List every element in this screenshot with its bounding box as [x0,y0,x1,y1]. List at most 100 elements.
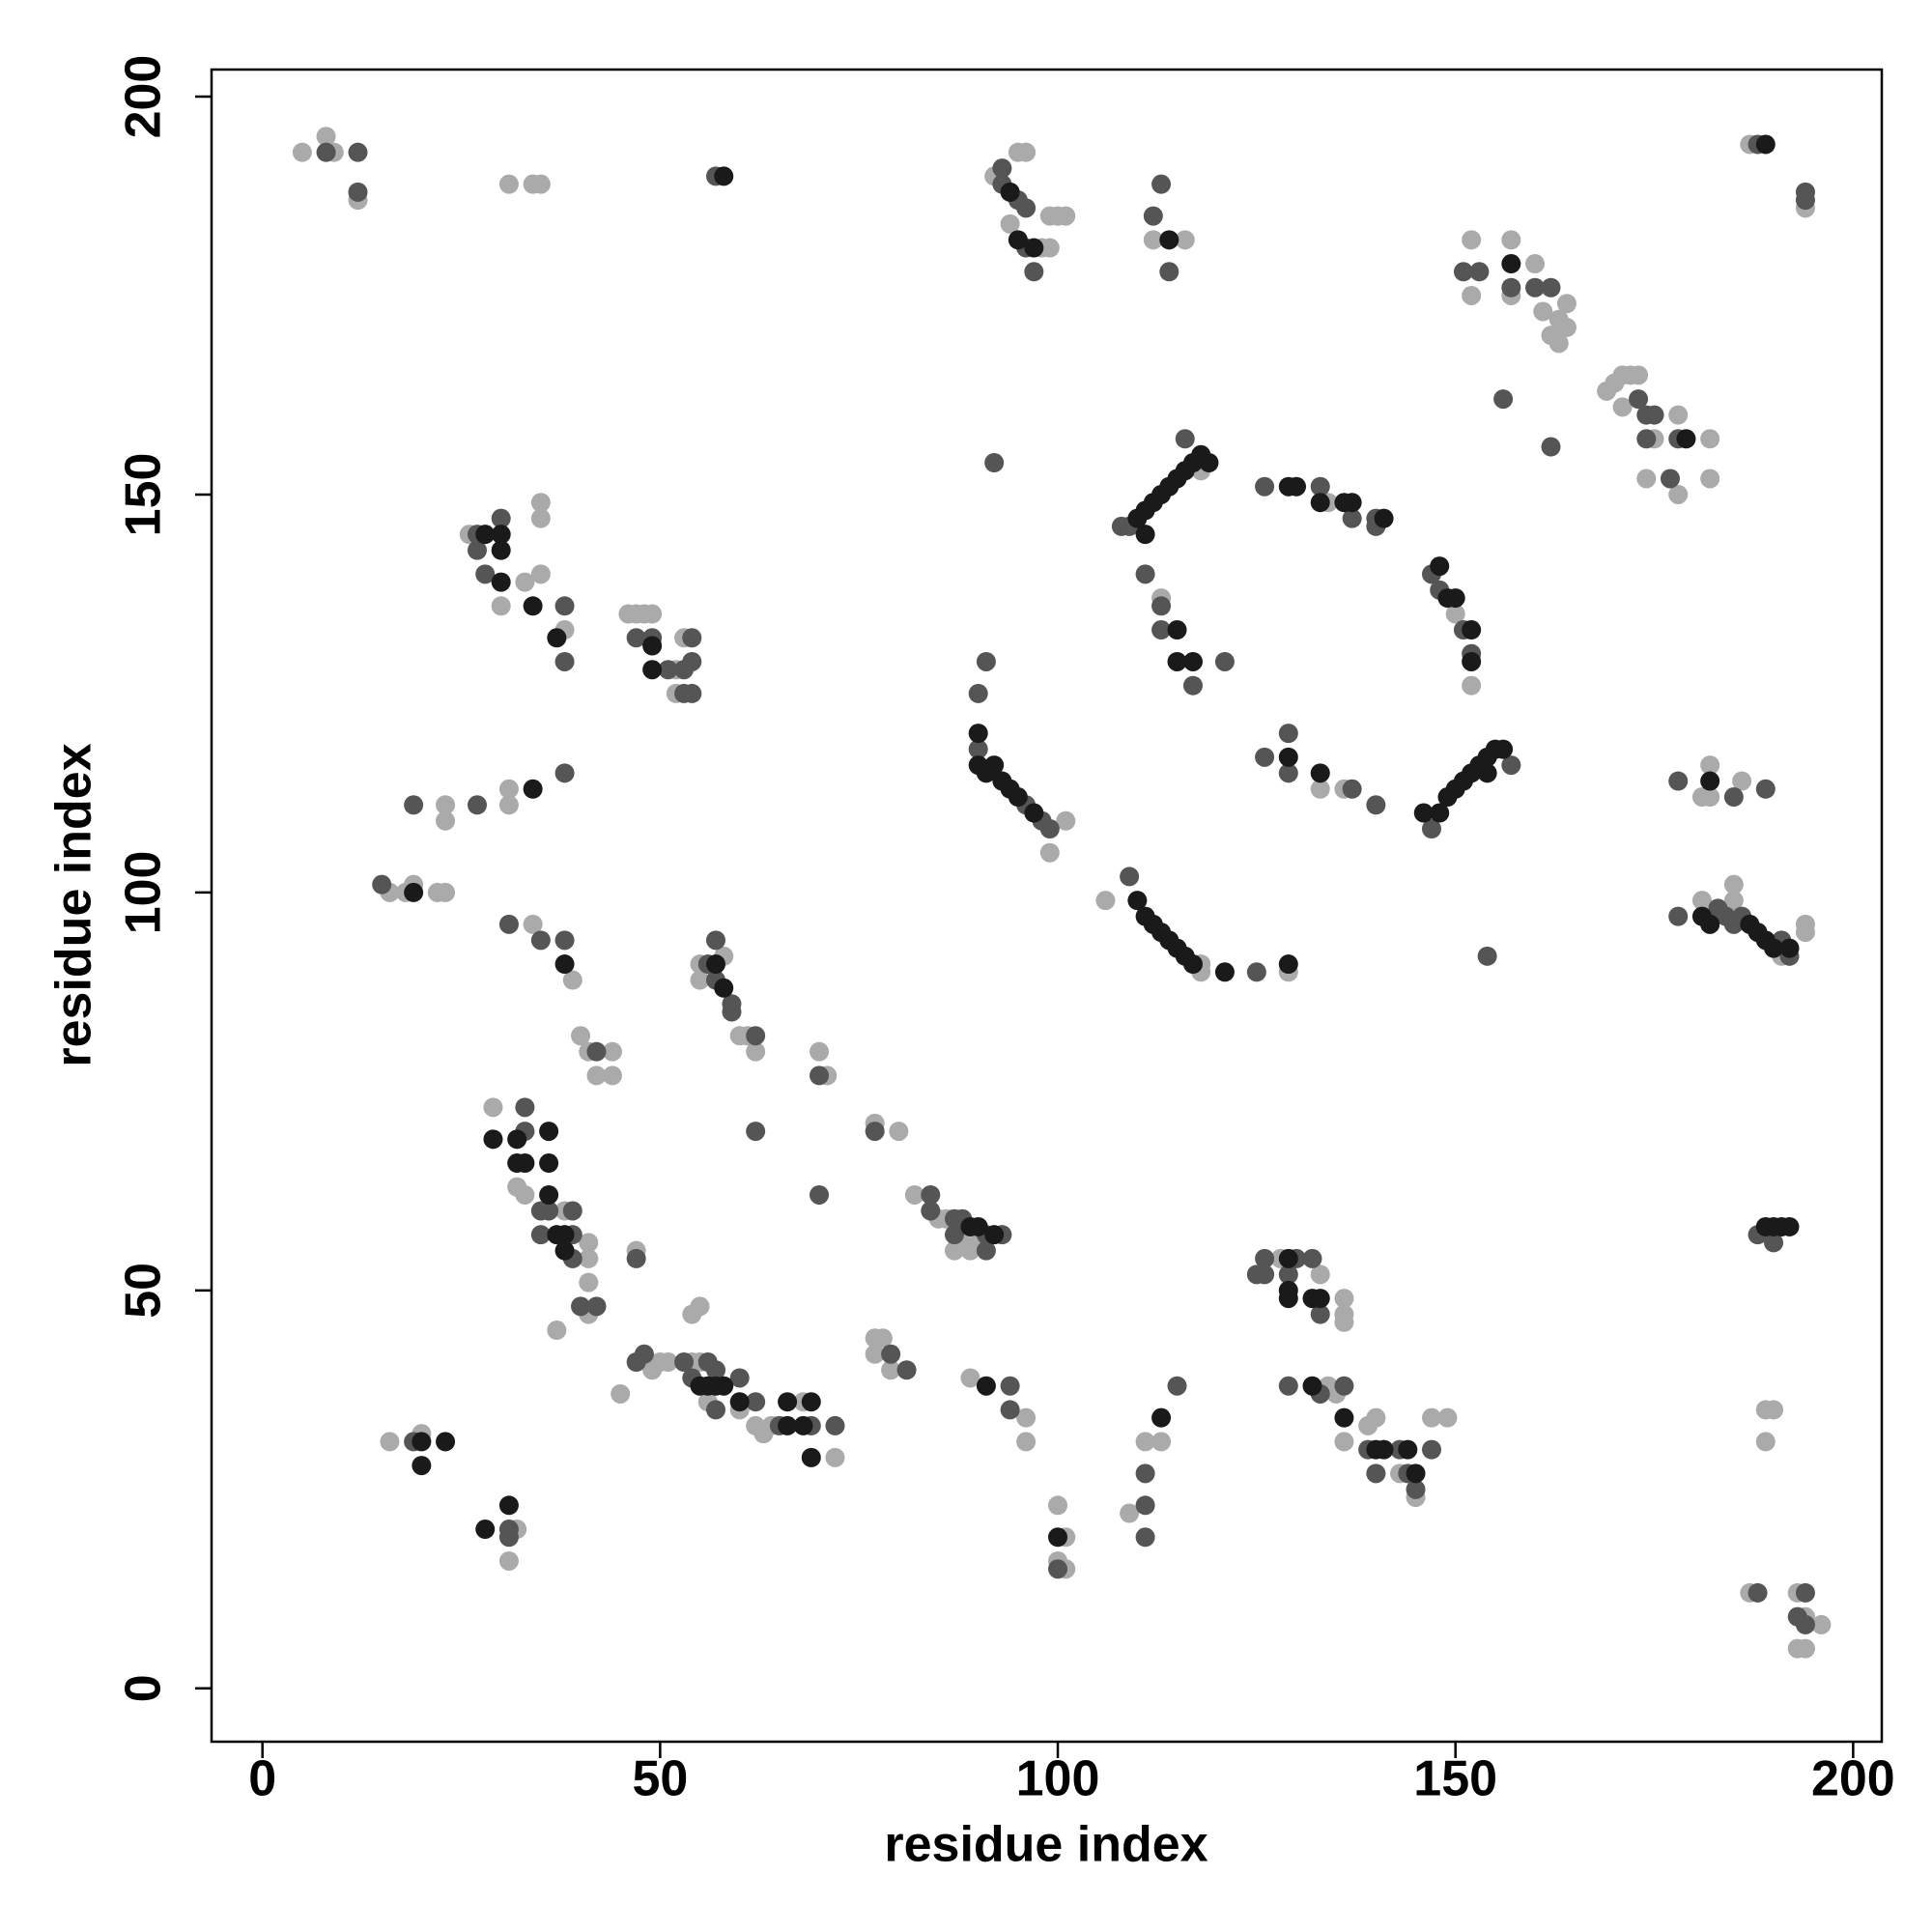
x-tick-label: 100 [1016,1751,1100,1807]
point [746,1041,766,1062]
point [626,1248,646,1268]
point [1366,1407,1386,1428]
point [491,525,511,545]
point [1342,779,1362,799]
point [1151,1407,1172,1428]
point [1039,818,1060,838]
point [348,142,368,162]
point [1755,779,1776,799]
point [1660,469,1680,489]
point [872,1328,893,1349]
point [1255,1264,1275,1285]
point [1302,1376,1322,1396]
point [1278,1248,1298,1268]
point [586,1065,607,1086]
point [865,1122,885,1142]
point [586,1296,607,1317]
point [1700,429,1720,449]
point [1342,508,1362,528]
point [1501,230,1521,250]
point [436,795,456,815]
point [1000,182,1020,202]
point [1334,1376,1354,1396]
y-tick-label: 150 [116,453,172,537]
point [554,763,575,783]
point [554,954,575,975]
point [1151,596,1172,616]
point [1668,484,1689,504]
point [1127,891,1148,911]
point [547,1321,567,1341]
point [1430,803,1450,823]
point [904,1184,924,1205]
point [1691,891,1712,911]
point [1676,429,1696,449]
point [968,739,988,759]
point [1278,1289,1298,1309]
point [530,1225,551,1245]
point [1199,453,1219,473]
point [571,1026,591,1046]
point [976,1376,996,1396]
point [1182,675,1203,696]
point [602,1041,622,1062]
point [1302,1248,1322,1268]
point [1016,1432,1037,1452]
plot-frame [210,68,1884,1744]
point [810,1041,830,1062]
point [530,564,551,584]
point [705,1400,725,1420]
point [1135,1495,1155,1516]
point [1374,1439,1394,1460]
point [539,1153,559,1174]
point [1175,429,1195,449]
point [1398,1439,1418,1460]
point [1795,1638,1815,1659]
point [1462,651,1482,671]
point [1310,1304,1330,1324]
point [1278,724,1298,744]
point [554,1225,575,1245]
point [523,914,543,934]
point [1795,1582,1815,1603]
point [1039,238,1060,258]
point [705,954,725,975]
point [1700,787,1720,808]
point [746,1122,766,1142]
point [530,174,551,194]
point [1406,1463,1426,1484]
point [1533,301,1553,322]
point [562,970,582,990]
point [1024,262,1044,282]
point [1644,405,1664,425]
point [1477,763,1497,783]
point [705,930,725,951]
point [475,1520,496,1540]
point [896,1360,917,1380]
point [1278,763,1298,783]
point [810,1184,830,1205]
point [475,564,496,584]
y-tick-label: 200 [116,55,172,139]
point [642,604,663,624]
point [515,1153,535,1174]
point [539,1122,559,1142]
point [1462,675,1482,696]
point [825,1415,845,1435]
point [1159,262,1179,282]
point [1629,365,1649,385]
point [1000,1376,1020,1396]
point [498,1495,519,1516]
point [579,1248,599,1268]
point [579,1272,599,1293]
point [1024,238,1044,258]
x-tick-label: 0 [248,1751,276,1807]
point [1278,1264,1298,1285]
point [714,978,734,998]
y-tick-label: 100 [116,851,172,935]
y-tick-label: 50 [116,1263,172,1319]
point [658,1352,678,1373]
point [984,755,1005,776]
point [412,1456,432,1476]
